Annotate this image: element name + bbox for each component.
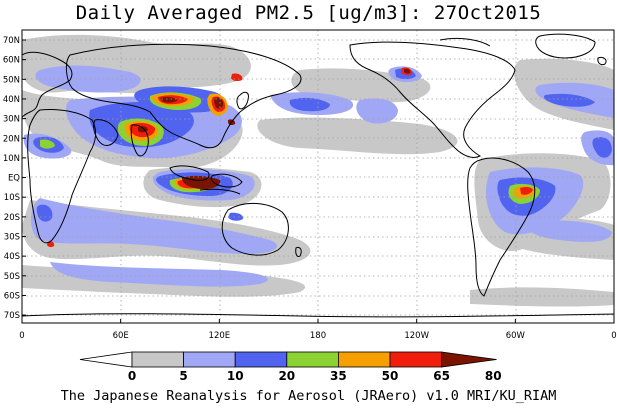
colorbar-segment (131, 351, 184, 368)
latitude-label: 70N (3, 36, 20, 46)
latitude-label: 50S (4, 272, 20, 282)
latitude-label: 50N (3, 75, 20, 85)
colorbar-arrow-low (79, 351, 133, 368)
map-title: Daily Averaged PM2.5 [ug/m3]: 27Oct2015 (75, 2, 542, 24)
latitude-label: 70S (4, 311, 20, 321)
longitude-label: 0 (611, 331, 616, 341)
colorbar-label: 0 (128, 369, 136, 383)
colorbar-label: 80 (485, 369, 502, 383)
colorbar-arrow-high (441, 351, 497, 368)
latitude-label: 30S (4, 233, 20, 243)
longitude-label: 120E (209, 331, 231, 341)
colorbar-label: 10 (227, 369, 244, 383)
lightblue-layer (23, 65, 614, 287)
colorbar-segment (286, 351, 339, 368)
credit-line: The Japanese Reanalysis for Aerosol (JRA… (60, 388, 557, 404)
colorbar: 0 5 10 20 35 50 65 80 (79, 351, 502, 383)
latitude-label: 40S (4, 252, 20, 262)
concentration-field (22, 30, 614, 323)
lat-lon-grid (22, 30, 614, 323)
longitude-label: 60W (506, 331, 526, 341)
colorbar-label: 5 (179, 369, 187, 383)
latitude-label: 60S (4, 291, 20, 301)
latitude-labels: 70N 60N 50N 40N 30N 20N 10N EQ 10S 20S 30S 40S 50S 60… (3, 36, 26, 321)
latitude-label: 20N (3, 134, 20, 144)
latitude-label: 30N (3, 115, 20, 125)
colorbar-label: 65 (433, 369, 450, 383)
latitude-label: 10N (3, 154, 20, 164)
colorbar-label: 35 (330, 369, 347, 383)
colorbar-segment (337, 351, 391, 368)
latitude-label: 10S (4, 193, 20, 203)
colorbar-segment (183, 351, 236, 368)
colorbar-label: 50 (382, 369, 399, 383)
latitude-label: 60N (3, 56, 20, 66)
longitude-label: 120W (404, 331, 429, 341)
colorbar-segment (234, 351, 288, 368)
longitude-label: 60E (113, 331, 129, 341)
longitude-labels: 0 60E 120E 180 120W 60W 0 (19, 319, 617, 341)
latitude-label: EQ (8, 174, 20, 184)
longitude-label: 180 (310, 331, 326, 341)
longitude-label: 0 (19, 331, 24, 341)
latitude-label: 40N (3, 95, 20, 105)
colorbar-segment (389, 351, 442, 368)
latitude-label: 20S (4, 213, 20, 223)
colorbar-label: 20 (278, 369, 295, 383)
coastlines (22, 33, 614, 318)
